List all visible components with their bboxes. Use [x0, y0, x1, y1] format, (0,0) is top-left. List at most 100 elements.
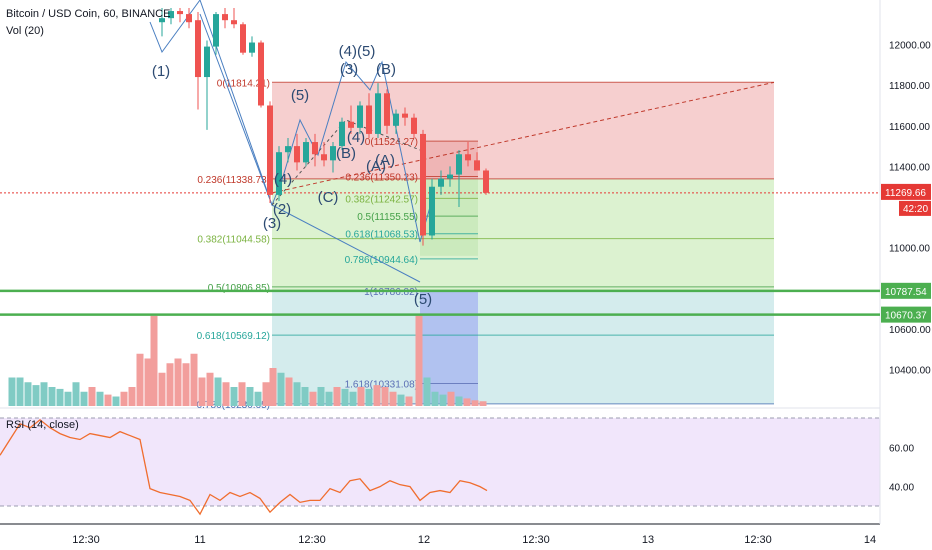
candle-body: [240, 24, 246, 53]
price-axis-tick: 10400.00: [889, 366, 931, 377]
fib-level-label: 0.236(11338.73): [197, 175, 270, 186]
wave-label: (3): [263, 215, 281, 232]
volume-bar: [325, 391, 333, 406]
fib-zone-green: [272, 178, 774, 291]
volume-bar: [40, 382, 48, 406]
candle-body: [258, 42, 264, 106]
candle-body: [456, 154, 462, 175]
volume-bar: [120, 391, 128, 406]
volume-bar: [182, 363, 190, 406]
volume-bar: [301, 387, 309, 406]
annotation-labels-layer: (1)(2)(3)(4)(5)(A)(B)(C)(3)(4)(5)(B)(A)(…: [152, 43, 432, 308]
candle-body: [294, 146, 300, 163]
symbol-legend[interactable]: Bitcoin / USD Coin, 60, BINANCE: [6, 8, 171, 20]
rsi-band: [0, 418, 880, 506]
wave-label: (5): [291, 87, 309, 104]
wave-dashed-path: [271, 119, 421, 206]
wave-label: (4): [347, 129, 365, 146]
time-axis-tick: 12:30: [744, 534, 772, 546]
volume-bar: [405, 396, 413, 406]
fibonacci-layer: 0(11814.21) 0.236(11338.73) 0.382(11044.58…: [197, 78, 775, 411]
wave-label: (1): [152, 63, 170, 80]
volume-bar: [447, 391, 455, 406]
current-price-tag-bg: [881, 183, 931, 200]
candle-body: [393, 113, 399, 126]
candle-body: [321, 154, 327, 161]
candle-body: [438, 178, 444, 187]
fib-level-label: 0.5(10806.85): [208, 283, 270, 294]
candle-body: [222, 14, 228, 21]
candle-body: [177, 11, 183, 15]
volume-layer: [0, 192, 880, 406]
fib-trend-line: [271, 81, 775, 194]
candle-body: [429, 186, 435, 236]
volume-bar: [365, 388, 373, 406]
volume-bar: [80, 391, 88, 406]
volume-bar: [190, 353, 198, 406]
fib-zone-red: [272, 82, 774, 179]
volume-bar: [254, 391, 262, 406]
fib-level-label: 0.236(11350.23): [345, 173, 418, 184]
fib-level-label: 0.382(11242.57): [345, 194, 418, 205]
volume-bar: [471, 400, 479, 406]
candle-body: [312, 142, 318, 155]
price-axis-tick: 11800.00: [889, 81, 930, 92]
volume-bar: [24, 382, 32, 406]
fib-level-label: 1.618(10331.08): [345, 380, 418, 391]
level-tag-text: 10670.37: [885, 311, 927, 322]
time-axis-tick: 13: [642, 534, 654, 546]
volume-bar: [230, 387, 238, 406]
countdown-tag-bg: [899, 200, 931, 216]
candle-body: [231, 20, 237, 25]
rsi-axis-tick: 60.00: [889, 443, 914, 454]
candle-body: [375, 93, 381, 134]
candle-body: [447, 174, 453, 179]
volume-bar: [357, 387, 365, 406]
volume-bar: [64, 391, 72, 406]
candle-body: [276, 152, 282, 195]
candle-body: [195, 20, 201, 78]
volume-bar: [214, 377, 222, 406]
level-tag-bg: [881, 282, 931, 299]
fib-level-label: 0.786(10944.64): [345, 255, 418, 266]
candle-body: [402, 113, 408, 118]
fib-level-label: 0.618(10569.12): [197, 331, 270, 342]
level-tag-text: 10787.54: [885, 287, 927, 298]
wave-label: (4): [274, 171, 292, 188]
volume-bar: [32, 385, 40, 406]
volume-bar: [479, 401, 487, 406]
time-axis-tick: 11: [194, 534, 205, 546]
volume-bar: [317, 387, 325, 406]
price-axis-tick: 12000.00: [889, 41, 931, 52]
volume-bar: [88, 387, 96, 406]
volume-bar: [333, 387, 341, 406]
time-axis-tick: 12:30: [298, 534, 326, 546]
volume-bar: [373, 385, 381, 406]
volume-bar: [104, 394, 112, 406]
volume-bar: [431, 391, 439, 406]
candle-body: [303, 142, 309, 163]
fib-level-label: 0(11814.21): [217, 78, 270, 89]
wave-label: (4)(5): [339, 43, 376, 60]
volume-bar: [72, 382, 80, 406]
candle-body: [339, 121, 345, 147]
volume-bar: [262, 382, 270, 406]
volume-bar: [174, 358, 182, 406]
volume-bar: [389, 391, 397, 406]
level-tag-bg: [881, 306, 931, 323]
volume-bar: [285, 377, 293, 406]
volume-bar: [166, 363, 174, 406]
projection-zone-green: [420, 179, 478, 256]
rsi-legend[interactable]: RSI (14, close): [6, 419, 79, 431]
rsi-axis-tick: 40.00: [889, 483, 914, 494]
candle-body: [357, 105, 363, 128]
time-axis-tick: 12: [418, 534, 430, 546]
volume-bar: [381, 387, 389, 406]
candle-body: [186, 14, 192, 23]
candle-body: [204, 46, 210, 78]
volume-legend[interactable]: Vol (20): [6, 25, 44, 37]
candle-body: [330, 146, 336, 161]
volume-bar: [206, 372, 214, 406]
volume-bar: [48, 387, 56, 406]
